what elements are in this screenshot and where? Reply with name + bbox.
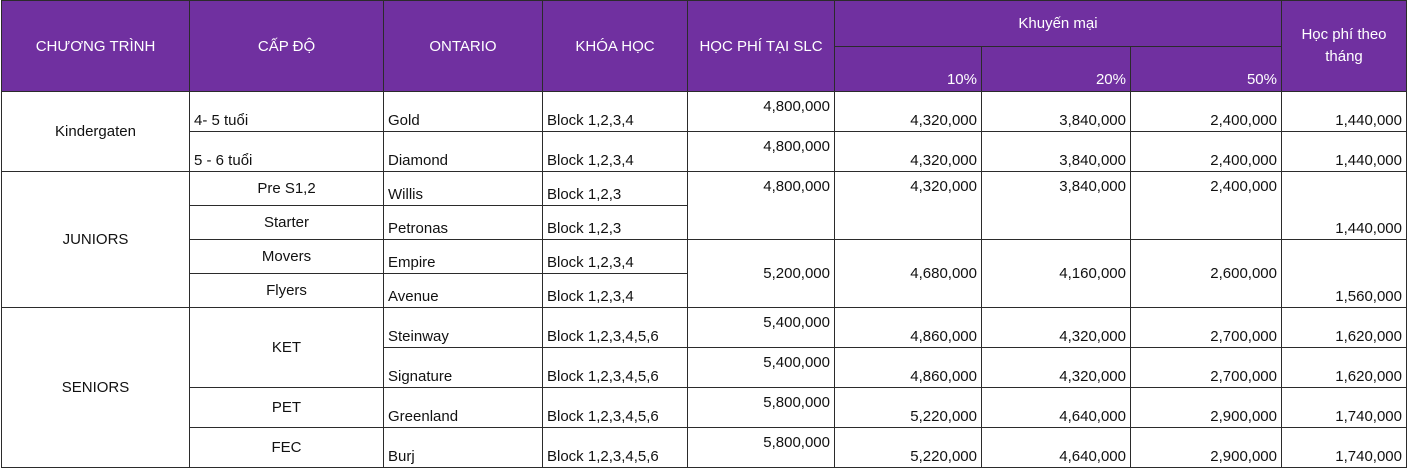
table-row: PET Greenland Block 1,2,3,4,5,6 5,800,00… bbox=[2, 387, 1407, 428]
header-fee-slc: HỌC PHÍ TẠI SLC bbox=[687, 0, 835, 92]
course-cell: Block 1,2,3 bbox=[542, 171, 688, 206]
header-promo-50: 50% bbox=[1130, 46, 1282, 92]
level-cell: PET bbox=[189, 387, 384, 428]
course-cell: Block 1,2,3 bbox=[542, 205, 688, 240]
promo-10-cell: 4,680,000 bbox=[834, 239, 982, 308]
course-cell: Block 1,2,3,4 bbox=[542, 273, 688, 308]
monthly-fee-cell: 1,740,000 bbox=[1281, 427, 1407, 468]
table-row: Signature Block 1,2,3,4,5,6 5,400,000 4,… bbox=[2, 347, 1407, 388]
header-monthly-fee: Học phí theo tháng bbox=[1281, 0, 1407, 92]
level-cell: FEC bbox=[189, 427, 384, 468]
ontario-cell: Burj bbox=[383, 427, 543, 468]
header-program: CHƯƠNG TRÌNH bbox=[1, 0, 190, 92]
promo-20-cell: 4,640,000 bbox=[981, 387, 1131, 428]
table-row: SENIORS KET Steinway Block 1,2,3,4,5,6 5… bbox=[1, 307, 1407, 468]
header-promotion: Khuyến mại bbox=[834, 0, 1282, 47]
table-row: Movers Empire Block 1,2,3,4 5,200,000 4,… bbox=[2, 239, 1407, 308]
ontario-cell: Petronas bbox=[383, 205, 543, 240]
promo-20-cell: 3,840,000 bbox=[981, 91, 1131, 132]
promo-10-cell: 4,320,000 bbox=[834, 91, 982, 132]
promo-50-cell: 2,400,000 bbox=[1130, 91, 1282, 132]
promo-50-cell: 2,600,000 bbox=[1130, 239, 1282, 308]
monthly-fee-cell: 1,440,000 bbox=[1281, 131, 1407, 172]
level-cell: 5 - 6 tuổi bbox=[189, 131, 384, 172]
header-promo-10: 10% bbox=[834, 46, 982, 92]
ontario-cell: Empire bbox=[383, 239, 543, 274]
fee-cell: 5,400,000 bbox=[687, 347, 835, 388]
fee-cell: 5,400,000 bbox=[687, 307, 835, 348]
fee-cell: 5,200,000 bbox=[687, 239, 835, 308]
header-promo-20: 20% bbox=[981, 46, 1131, 92]
fee-cell: 4,800,000 bbox=[687, 91, 835, 132]
promo-10-cell: 4,860,000 bbox=[834, 347, 982, 388]
level-cell: Starter bbox=[189, 205, 384, 240]
header-course: KHÓA HỌC bbox=[542, 0, 688, 92]
promo-20-cell: 3,840,000 bbox=[981, 171, 1131, 240]
promo-10-cell: 4,320,000 bbox=[834, 171, 982, 240]
promo-20-cell: 4,160,000 bbox=[981, 239, 1131, 308]
fee-cell: 4,800,000 bbox=[687, 171, 835, 240]
level-cell: KET bbox=[189, 307, 384, 388]
header-level: CẤP ĐỘ bbox=[189, 0, 384, 92]
level-cell: Pre S1,2 bbox=[189, 171, 384, 206]
program-seniors: SENIORS bbox=[1, 307, 190, 468]
promo-10-cell: 5,220,000 bbox=[834, 427, 982, 468]
promo-50-cell: 2,700,000 bbox=[1130, 307, 1282, 348]
monthly-fee-cell: 1,620,000 bbox=[1281, 347, 1407, 388]
ontario-cell: Avenue bbox=[383, 273, 543, 308]
ontario-cell: Gold bbox=[383, 91, 543, 132]
monthly-fee-cell: 1,440,000 bbox=[1281, 171, 1407, 240]
ontario-cell: Steinway bbox=[383, 307, 543, 348]
level-cell: Flyers bbox=[189, 273, 384, 308]
course-cell: Block 1,2,3,4 bbox=[542, 131, 688, 172]
course-cell: Block 1,2,3,4,5,6 bbox=[542, 347, 688, 388]
course-cell: Block 1,2,3,4,5,6 bbox=[542, 427, 688, 468]
promo-50-cell: 2,400,000 bbox=[1130, 131, 1282, 172]
table-row: FEC Burj Block 1,2,3,4,5,6 5,800,000 5,2… bbox=[2, 427, 1407, 468]
promo-10-cell: 4,320,000 bbox=[834, 131, 982, 172]
table-row: JUNIORS Pre S1,2 Willis Block 1,2,3 4,80… bbox=[1, 171, 1407, 308]
promo-10-cell: 5,220,000 bbox=[834, 387, 982, 428]
course-cell: Block 1,2,3,4,5,6 bbox=[542, 307, 688, 348]
course-cell: Block 1,2,3,4 bbox=[542, 239, 688, 274]
table-row: Flyers Avenue Block 1,2,3,4 bbox=[2, 273, 1407, 308]
table-row: 5 - 6 tuổi Diamond Block 1,2,3,4 4,800,0… bbox=[2, 131, 1407, 172]
ontario-cell: Willis bbox=[383, 171, 543, 206]
course-cell: Block 1,2,3,4 bbox=[542, 91, 688, 132]
ontario-cell: Greenland bbox=[383, 387, 543, 428]
promo-50-cell: 2,400,000 bbox=[1130, 171, 1282, 240]
course-cell: Block 1,2,3,4,5,6 bbox=[542, 387, 688, 428]
promo-50-cell: 2,900,000 bbox=[1130, 427, 1282, 468]
promo-10-cell: 4,860,000 bbox=[834, 307, 982, 348]
monthly-fee-cell: 1,740,000 bbox=[1281, 387, 1407, 428]
header-ontario: ONTARIO bbox=[383, 0, 543, 92]
table-row: Kindergaten 4- 5 tuổi Gold Block 1,2,3,4… bbox=[1, 91, 1407, 172]
promo-20-cell: 3,840,000 bbox=[981, 131, 1131, 172]
level-cell: 4- 5 tuổi bbox=[189, 91, 384, 132]
promo-50-cell: 2,900,000 bbox=[1130, 387, 1282, 428]
table-row: Starter Petronas Block 1,2,3 bbox=[2, 205, 1407, 240]
level-cell: Movers bbox=[189, 239, 384, 274]
promo-20-cell: 4,320,000 bbox=[981, 307, 1131, 348]
promo-20-cell: 4,320,000 bbox=[981, 347, 1131, 388]
monthly-fee-cell: 1,620,000 bbox=[1281, 307, 1407, 348]
monthly-fee-cell: 1,440,000 bbox=[1281, 91, 1407, 132]
fee-cell: 5,800,000 bbox=[687, 387, 835, 428]
fee-cell: 5,800,000 bbox=[687, 427, 835, 468]
promo-50-cell: 2,700,000 bbox=[1130, 347, 1282, 388]
promo-20-cell: 4,640,000 bbox=[981, 427, 1131, 468]
program-juniors: JUNIORS bbox=[1, 171, 190, 308]
program-kindergarten: Kindergaten bbox=[1, 91, 190, 172]
ontario-cell: Diamond bbox=[383, 131, 543, 172]
ontario-cell: Signature bbox=[383, 347, 543, 388]
monthly-fee-cell: 1,560,000 bbox=[1281, 239, 1407, 308]
fee-cell: 4,800,000 bbox=[687, 131, 835, 172]
